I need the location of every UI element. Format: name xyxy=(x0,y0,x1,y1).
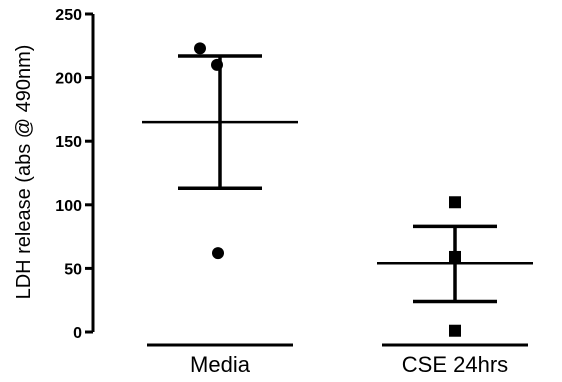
data-point xyxy=(211,58,223,71)
y-tick-label: 0 xyxy=(73,325,82,342)
y-tick-label: 200 xyxy=(55,71,82,88)
y-tick-label: 100 xyxy=(55,198,82,215)
x-axis: Media CSE 24hrs xyxy=(147,343,528,377)
y-tick-label: 50 xyxy=(64,261,82,278)
y-axis-title: LDH release (abs @ 490nm) xyxy=(13,45,35,300)
data-point xyxy=(449,250,461,263)
category-label: Media xyxy=(190,352,251,377)
y-tick-label: 250 xyxy=(55,7,82,24)
data-point xyxy=(194,42,206,55)
data-point xyxy=(212,247,224,260)
y-tick-label: 150 xyxy=(55,134,82,151)
data-marks xyxy=(142,42,533,337)
y-ticks: 0 50 100 150 200 250 xyxy=(55,7,93,342)
data-point xyxy=(449,324,461,337)
y-axis: 0 50 100 150 200 250 LDH release (abs @ 490nm… xyxy=(13,7,95,342)
category-label: CSE 24hrs xyxy=(402,352,508,377)
series-group xyxy=(142,42,298,260)
data-point xyxy=(449,196,461,209)
series-group xyxy=(377,196,533,337)
